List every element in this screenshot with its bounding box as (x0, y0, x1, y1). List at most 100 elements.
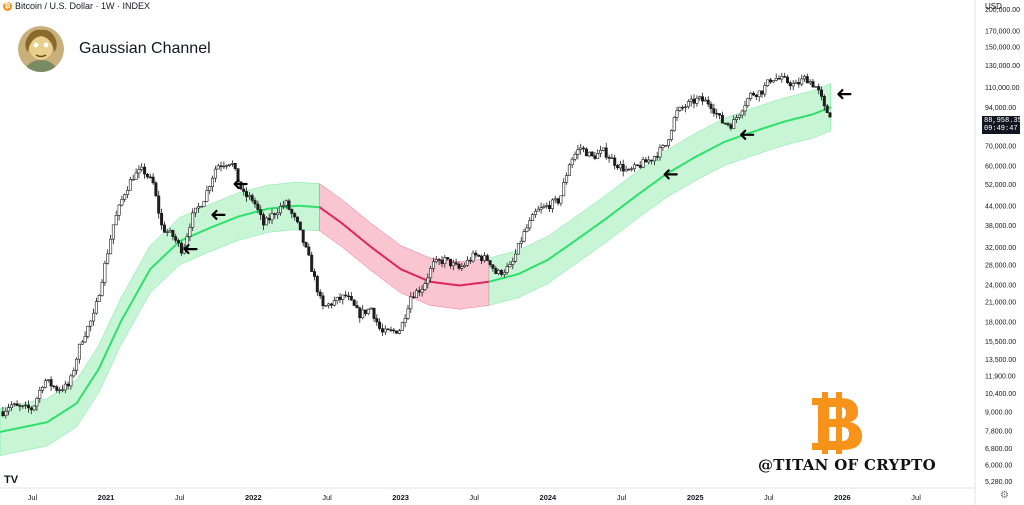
candle-body (434, 259, 438, 263)
candle-body (270, 213, 274, 221)
candle-body (69, 375, 73, 387)
candle-body (630, 168, 634, 170)
candle-body (162, 224, 166, 233)
candle-body (768, 79, 772, 83)
candle-body (103, 262, 107, 283)
candle-body (777, 78, 781, 80)
candle-body (168, 230, 172, 233)
candle-body (726, 123, 730, 126)
candle-body (482, 255, 486, 261)
candle-body (46, 379, 50, 382)
candle-body (531, 214, 535, 222)
channel-bull-1-midline (0, 204, 320, 433)
channel-bear-midline (319, 206, 490, 287)
candle-body (749, 92, 753, 99)
candle-body (114, 215, 118, 226)
candle-body (791, 83, 795, 87)
candle-body (242, 188, 246, 192)
chart-title: Gaussian Channel (79, 40, 211, 57)
candle-body (443, 257, 447, 264)
candle-body (261, 214, 265, 226)
candle-body (21, 405, 25, 407)
candle-body (375, 318, 379, 323)
candle-body (528, 220, 532, 229)
candle-body (363, 309, 367, 314)
candle-body (562, 182, 566, 197)
x-tick-label: 2022 (245, 493, 262, 502)
candle-body (817, 86, 821, 91)
x-axis[interactable]: Jul 2021 Jul 2022 Jul 2023 Jul 2024 Jul 2025 Jul 20… (28, 493, 922, 502)
candle-body (7, 407, 11, 412)
candle-body (669, 130, 673, 140)
candle-body (729, 124, 733, 129)
candle-body (233, 163, 237, 169)
symbol-header[interactable]: ₿ Bitcoin / U.S. Dollar · 1W · INDEX (3, 1, 150, 11)
candle-body (358, 307, 362, 319)
candle-body (431, 261, 435, 269)
candle-body (295, 216, 299, 223)
candle-body (732, 119, 736, 129)
candle-body (264, 217, 268, 226)
candle-body (717, 113, 721, 116)
candle-body (579, 147, 583, 150)
y-tick-label: 130,000.00 (985, 63, 1020, 70)
candle-body (664, 145, 668, 147)
bar-countdown: 09:49:47 (984, 125, 1018, 133)
candle-body (349, 295, 353, 301)
y-tick-label: 11,900.00 (985, 374, 1016, 381)
candle-body (616, 165, 620, 169)
candle-body (576, 149, 580, 155)
y-axis[interactable]: 200,000.00 170,000.00 150,000.00 130,000.00… (985, 7, 1020, 486)
currency-label[interactable]: USD (985, 2, 1002, 11)
candle-body (202, 201, 206, 207)
candle-body (633, 164, 637, 170)
candle-body (774, 78, 778, 81)
candle-body (559, 195, 563, 204)
y-tick-label: 13,500.00 (985, 357, 1016, 364)
bitcoin-logo (812, 392, 862, 454)
left-arrow-icon (663, 169, 678, 180)
tradingview-logo[interactable]: TV (4, 474, 19, 486)
candle-body (757, 90, 761, 98)
candle-body (570, 158, 574, 166)
candle-body (9, 404, 13, 408)
candle-body (737, 114, 741, 118)
avatar (18, 26, 64, 72)
y-tick-label: 7,800.00 (985, 428, 1012, 435)
candle-body (797, 82, 801, 85)
candle-body (508, 264, 512, 268)
candle-body (700, 96, 704, 102)
x-tick-label: 2023 (392, 493, 409, 502)
candle-body (451, 262, 455, 267)
candle-body (683, 106, 687, 109)
candle-body (647, 159, 651, 163)
candle-body (63, 383, 67, 391)
candle-body (199, 206, 203, 208)
candle-body (621, 164, 625, 172)
candle-body (338, 296, 342, 300)
candle-body (123, 194, 127, 200)
candle-body (406, 308, 410, 319)
candle-body (454, 262, 458, 265)
gear-icon[interactable]: ⚙ (1000, 490, 1009, 501)
candle-body (491, 264, 495, 269)
candle-body (703, 99, 707, 102)
candle-body (545, 205, 549, 207)
y-tick-label: 18,000.00 (985, 320, 1016, 327)
candle-body (346, 295, 350, 297)
candle-body (281, 205, 285, 207)
candle-body (225, 165, 229, 167)
candle-body (290, 209, 294, 214)
candle-body (256, 203, 260, 210)
candle-body (596, 153, 600, 159)
y-tick-label: 28,000.00 (985, 262, 1016, 269)
candle-body (525, 227, 529, 232)
candle-body (607, 157, 611, 159)
candle-body (590, 151, 594, 157)
candle-body (92, 312, 96, 322)
candle-body (397, 330, 401, 334)
candle-body (148, 176, 152, 178)
candle-body (77, 343, 81, 360)
candle-body (276, 212, 280, 215)
bitcoin-icon: ₿ (3, 1, 12, 11)
